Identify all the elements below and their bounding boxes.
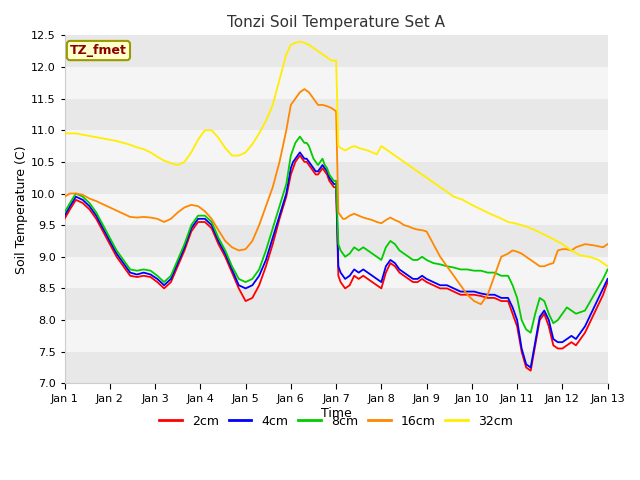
Bar (65, 130, 607, 162)
Bar (65, 67, 607, 98)
Bar (65, 257, 607, 288)
Bar (65, 288, 607, 320)
Text: TZ_fmet: TZ_fmet (70, 44, 127, 57)
Legend: 2cm, 4cm, 8cm, 16cm, 32cm: 2cm, 4cm, 8cm, 16cm, 32cm (154, 410, 518, 433)
Bar (65, 98, 607, 130)
Bar (65, 36, 607, 67)
Bar (65, 320, 607, 352)
X-axis label: Time: Time (321, 407, 351, 420)
Y-axis label: Soil Temperature (C): Soil Temperature (C) (15, 145, 28, 274)
Title: Tonzi Soil Temperature Set A: Tonzi Soil Temperature Set A (227, 15, 445, 30)
Bar (65, 225, 607, 257)
Bar (65, 162, 607, 193)
Bar (65, 352, 607, 384)
Bar (65, 193, 607, 225)
